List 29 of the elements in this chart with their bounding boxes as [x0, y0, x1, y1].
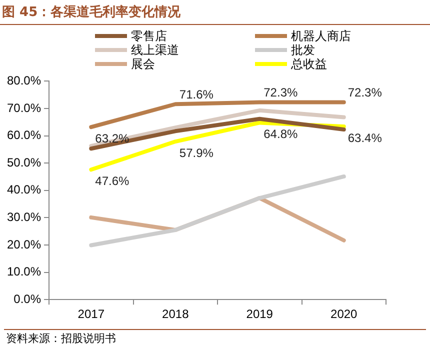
- data-label: 71.6%: [179, 87, 214, 102]
- y-tick-label: 10.0%: [6, 264, 42, 279]
- y-tick-label: 20.0%: [6, 237, 42, 252]
- legend-label: 机器人商店: [291, 28, 351, 44]
- x-tick-label: 2020: [330, 307, 358, 322]
- legend-label: 总收益: [291, 56, 327, 72]
- y-tick-label: 70.0%: [6, 100, 42, 115]
- data-label: 57.9%: [179, 146, 214, 160]
- x-tick-label: 2018: [162, 307, 190, 322]
- legend-label: 展会: [131, 56, 155, 72]
- data-label: 47.6%: [95, 174, 130, 188]
- legend-label: 批发: [291, 42, 315, 58]
- x-tick-label: 2019: [246, 307, 274, 322]
- y-tick-label: 80.0%: [6, 74, 42, 88]
- y-tick-label: 60.0%: [6, 128, 42, 142]
- data-label: 64.8%: [264, 127, 298, 142]
- data-label: 63.4%: [348, 130, 382, 145]
- y-tick-label: 50.0%: [6, 155, 42, 170]
- y-tick-label: 40.0%: [6, 182, 42, 197]
- x-tick-label: 2017: [78, 307, 105, 322]
- data-label: 72.3%: [348, 86, 382, 100]
- data-label: 63.2%: [95, 131, 130, 146]
- y-tick-label: 30.0%: [6, 210, 42, 224]
- chart-title: 图 45：各渠道毛利率变化情况: [0, 2, 430, 25]
- y-tick-label: 0.0%: [14, 292, 42, 306]
- text: 资料来源：招股说明书: [4, 329, 426, 348]
- data-label: 72.3%: [264, 86, 298, 100]
- legend-label: 零售店: [131, 28, 167, 44]
- legend-label: 线上渠道: [131, 42, 179, 58]
